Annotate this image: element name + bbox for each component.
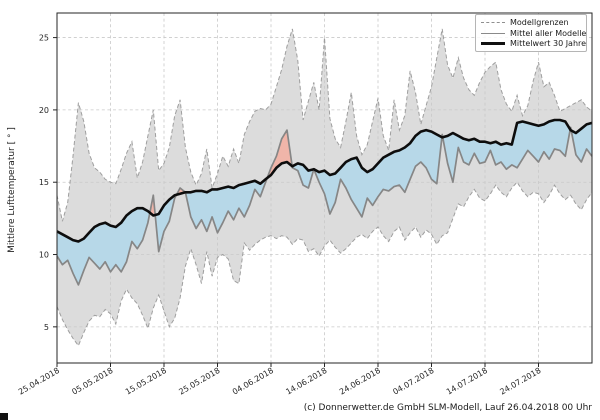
- x-tick-label: 14.07.2018: [445, 366, 489, 397]
- x-tick-label: 25.05.2018: [177, 366, 221, 397]
- corner-artifact: [0, 413, 8, 420]
- chart-legend: Modellgrenzen Mittel aller Modelle Mitte…: [475, 14, 587, 52]
- colder-than-normal-fill: [57, 120, 592, 285]
- mean-30y-line: [56, 118, 593, 243]
- x-tick-label: 25.04.2018: [17, 366, 61, 397]
- legend-label: Mittelwert 30 Jahre: [510, 39, 587, 49]
- model-mean-line: [56, 126, 593, 286]
- x-tick-label: 05.05.2018: [70, 366, 114, 397]
- x-tick-label: 14.06.2018: [284, 366, 328, 397]
- y-axis-label: Mittlere Lufttemperatur [ ° ]: [7, 127, 17, 253]
- x-tick-label: 04.06.2018: [231, 366, 275, 397]
- model-range-lower-bound: [56, 181, 593, 347]
- dashed-line-sample-icon: [481, 21, 505, 23]
- y-tick-label: 20: [39, 106, 49, 115]
- y-tick-label: 10: [39, 251, 49, 260]
- legend-item-modellgrenzen: Modellgrenzen: [481, 17, 581, 28]
- legend-item-mittelwert-30-jahre: Mittelwert 30 Jahre: [481, 38, 586, 49]
- legend-item-mittel-aller-modelle: Mittel aller Modelle: [481, 28, 586, 39]
- black-line-sample-icon: [481, 42, 505, 46]
- x-tick-label: 04.07.2018: [391, 366, 435, 397]
- y-tick-label: 15: [39, 178, 49, 187]
- y-tick-label: 5: [44, 323, 49, 332]
- copyright-caption: (c) Donnerwetter.de GmbH SLM-Modell, Lau…: [303, 403, 592, 413]
- x-tick-label: 15.05.2018: [124, 366, 168, 397]
- x-tick-label: 24.06.2018: [338, 366, 382, 397]
- x-tick-label: 24.07.2018: [498, 366, 542, 397]
- legend-label: Modellgrenzen: [510, 17, 569, 27]
- y-tick-label: 25: [39, 34, 49, 43]
- legend-label: Mittel aller Modelle: [510, 28, 587, 38]
- gray-line-sample-icon: [481, 32, 505, 34]
- plot-area: 5 10 15 20 25 25.04.2018 05.05.2018 15.05.2018 2…: [17, 12, 593, 397]
